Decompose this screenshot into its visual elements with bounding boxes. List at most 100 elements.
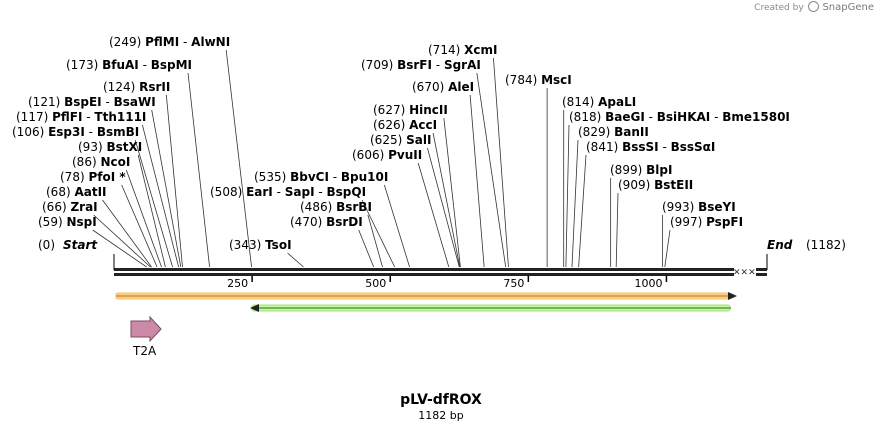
site-leader-line (225, 49, 252, 268)
site-label: (508) EarI - SapI - BspQI (210, 185, 366, 199)
site-leader-line (493, 57, 509, 268)
enzyme-name: BsaWI (114, 95, 156, 109)
site-leader-line (137, 154, 166, 268)
enzyme-name: Bpu10I (341, 170, 388, 184)
enzyme-name: BsrBI (336, 200, 372, 214)
site-leader-line (615, 192, 619, 268)
site-leader-line (578, 154, 587, 268)
site-label: (993) BseYI (662, 200, 736, 214)
enzyme-name: BstEII (654, 178, 693, 192)
ruler-tick-label: 500 (365, 277, 386, 290)
site-leader-line (417, 162, 450, 268)
site-position: (508) (210, 185, 246, 199)
snapgene-logo-icon (807, 1, 819, 12)
site-label: (818) BaeGI - BsiHKAI - Bme1580I (569, 110, 790, 124)
enzyme-name: BbvCI (290, 170, 329, 184)
enzyme-name: NspI (66, 215, 96, 229)
enzyme-name: SapI (285, 185, 315, 199)
site-position: (909) (618, 178, 654, 192)
site-label: (841) BssSI - BssSαI (586, 140, 715, 154)
enzyme-name: RsrII (139, 80, 170, 94)
site-position: (625) (370, 133, 406, 147)
enzyme-name: BanII (614, 125, 649, 139)
site-leader-line (287, 252, 304, 268)
enzyme-name: XcmI (464, 43, 497, 57)
site-position: (784) (505, 73, 541, 87)
t2a-label: T2A (132, 344, 157, 358)
site-leader-line (367, 214, 383, 268)
site-position: (997) (670, 215, 706, 229)
enzyme-name: AatII (74, 185, 106, 199)
map-length: 1182 bp (418, 409, 464, 422)
site-leader-line (476, 72, 507, 268)
site-position: (249) (109, 35, 145, 49)
site-label: (106) Esp3I - BsmBI (12, 125, 139, 139)
enzyme-name: BsrFI (397, 58, 432, 72)
site-position: (86) (72, 155, 100, 169)
enzyme-name: BaeGI (605, 110, 645, 124)
enzyme-name: BsrDI (326, 215, 363, 229)
site-leader-line (361, 199, 396, 268)
site-label: (627) HincII (373, 103, 448, 117)
site-labels: (59) NspI(66) ZraI(68) AatII(78) PfoI *(… (12, 35, 790, 252)
site-label: (709) BsrFI - SgrAI (361, 58, 481, 72)
feature-reverse-green (250, 304, 731, 312)
site-label: (59) NspI (38, 215, 97, 229)
site-position: (470) (290, 215, 326, 229)
site-leader-line (664, 229, 671, 268)
enzyme-name: Esp3I (48, 125, 85, 139)
site-position: (117) (16, 110, 52, 124)
enzyme-name: TsoI (265, 238, 291, 252)
site-label: (899) BlpI (610, 163, 672, 177)
site-leader-line (358, 229, 375, 268)
enzyme-name: BspQI (327, 185, 367, 199)
site-position: (106) (12, 125, 48, 139)
site-position: (829) (578, 125, 614, 139)
svg-text:✕✕✕: ✕✕✕ (733, 268, 756, 278)
enzyme-name: PspFI (706, 215, 743, 229)
site-leader-line (151, 109, 182, 268)
site-label: (997) PspFI (670, 215, 743, 229)
enzyme-name: Bme1580I (722, 110, 790, 124)
enzyme-name: PvuII (388, 148, 422, 162)
sequence-backbone: ✕✕✕ (114, 268, 767, 278)
enzyme-name: SalI (406, 133, 431, 147)
enzyme-name: Tth111I (94, 110, 146, 124)
enzyme-name: ApaLI (598, 95, 636, 109)
site-leader-line (125, 169, 162, 268)
site-position: (841) (586, 140, 622, 154)
site-label: (829) BanII (578, 125, 649, 139)
site-leader-lines (92, 49, 671, 268)
site-position: (814) (562, 95, 598, 109)
end-label: End (767, 238, 793, 252)
site-leader-line (571, 139, 579, 268)
enzyme-name: NcoI (100, 155, 130, 169)
start-position: (0) (38, 238, 55, 252)
enzyme-name: MscI (541, 73, 572, 87)
enzyme-name: BsmBI (97, 125, 139, 139)
site-position: (121) (28, 95, 64, 109)
site-position: (627) (373, 103, 409, 117)
site-label: (486) BsrBI (300, 200, 372, 214)
ruler-tick-label: 750 (503, 277, 524, 290)
site-position: (68) (46, 185, 74, 199)
site-label: (343) TsoI (229, 238, 292, 252)
site-leader-line (93, 214, 151, 268)
site-leader-line (427, 147, 460, 268)
site-position: (93) (78, 140, 106, 154)
site-leader-line (121, 184, 158, 268)
site-leader-line (134, 139, 173, 268)
site-label: (909) BstEII (618, 178, 693, 192)
site-leader-line (92, 229, 147, 268)
snapgene-branding: Created by SnapGene (754, 1, 874, 13)
site-position: (124) (103, 80, 139, 94)
site-position: (670) (412, 80, 448, 94)
site-position: (899) (610, 163, 646, 177)
site-position: (818) (569, 110, 605, 124)
site-leader-line (469, 94, 485, 268)
enzyme-name: EarI (246, 185, 273, 199)
feature-forward-orange (115, 292, 737, 300)
site-position: (709) (361, 58, 397, 72)
site-label: (606) PvuII (352, 148, 422, 162)
